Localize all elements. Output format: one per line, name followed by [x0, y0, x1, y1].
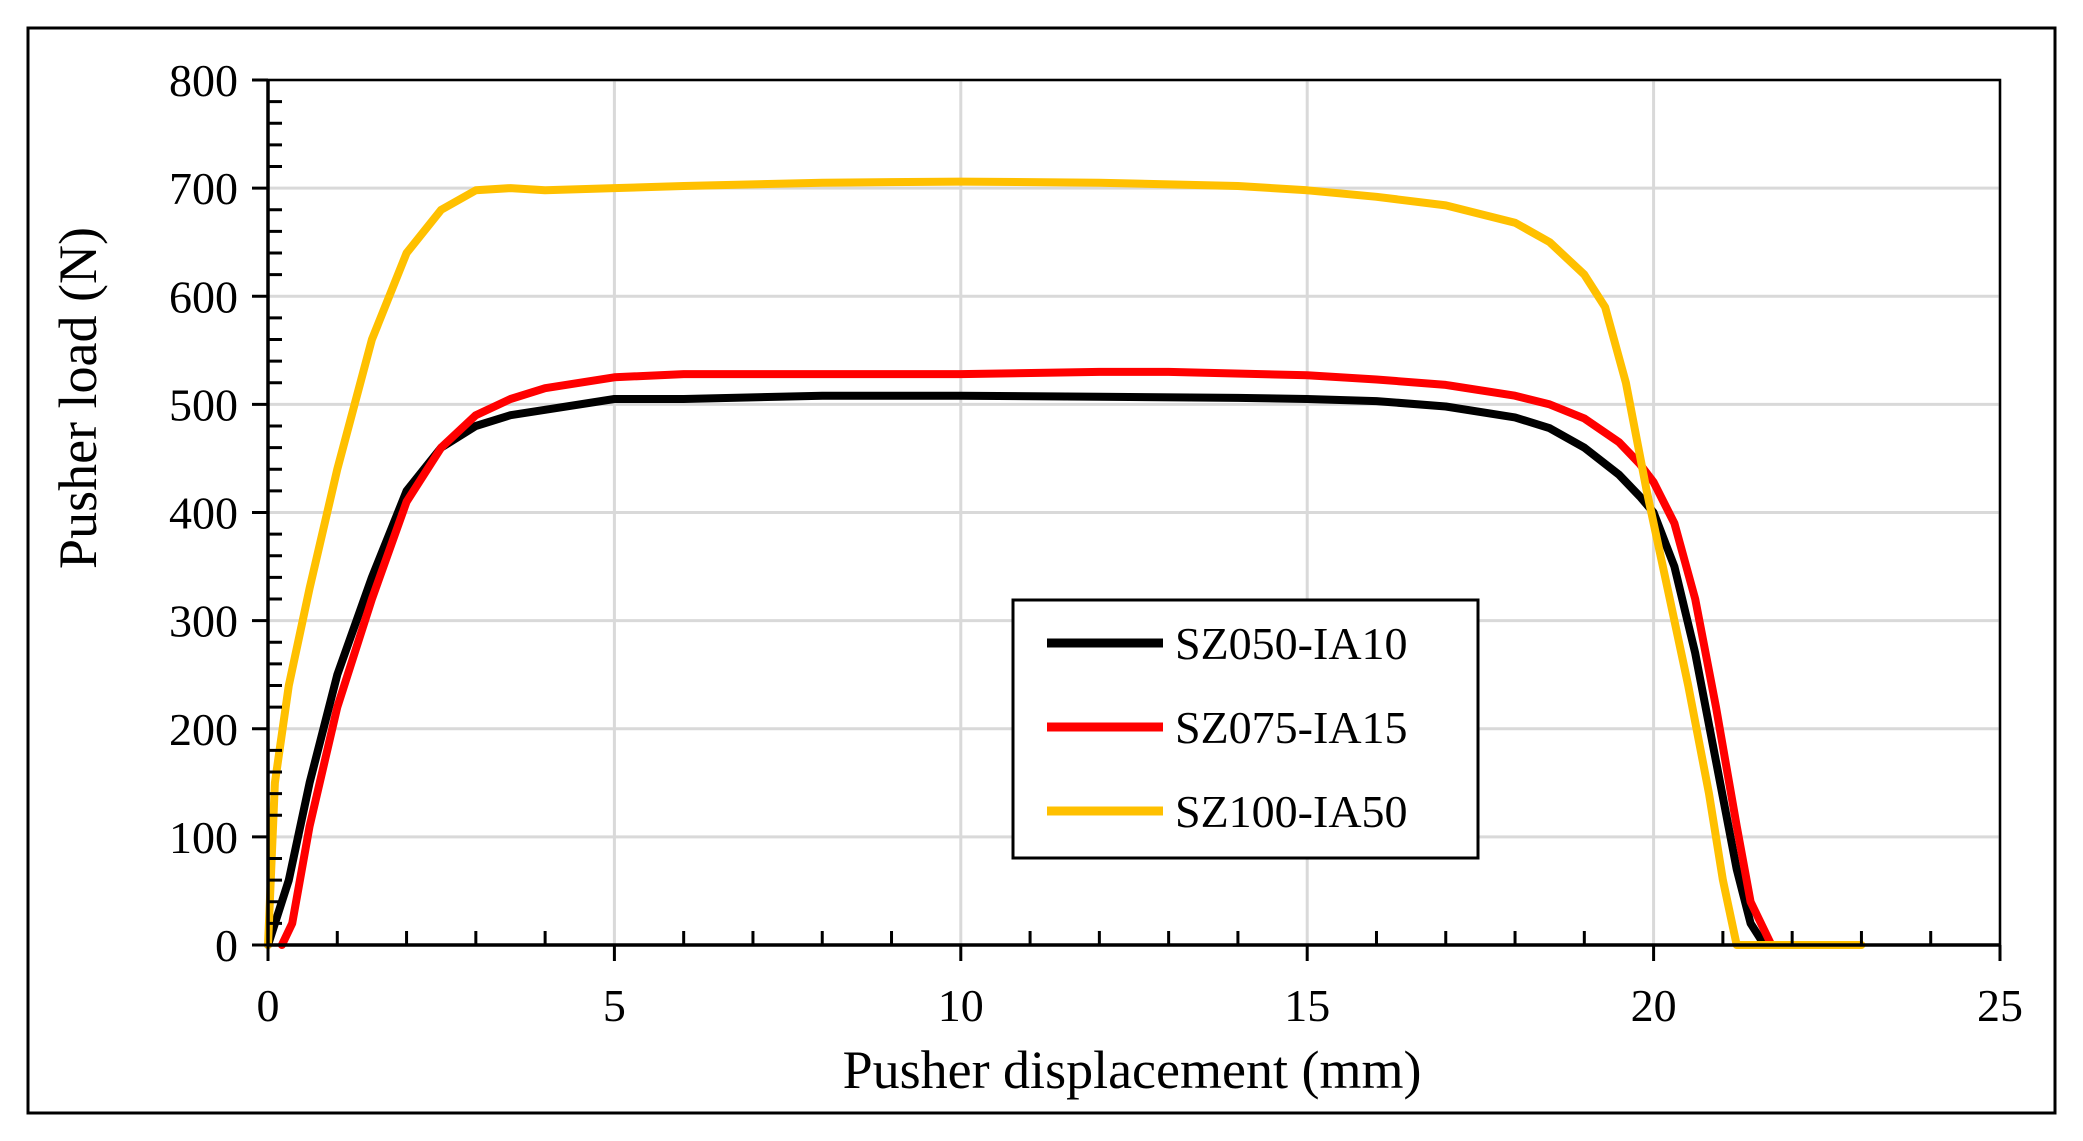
axes-layer: [252, 78, 2002, 961]
x-tick-label-20: 20: [1631, 980, 1677, 1031]
series-line-sz050-ia10: [264, 391, 1769, 949]
x-axis-title: Pusher displacement (mm): [843, 1040, 1422, 1100]
legend-item-sz075-ia15: SZ075-IA15: [1047, 702, 1408, 753]
y-tick-label-200: 200: [169, 704, 238, 755]
y-tick-label-500: 500: [169, 379, 238, 430]
series-layer: [264, 177, 1866, 949]
y-tick-label-600: 600: [169, 271, 238, 322]
legend: SZ050-IA10 SZ075-IA15 SZ100-IA50: [1011, 598, 1480, 860]
y-tick-label-100: 100: [169, 812, 238, 863]
x-tick-label-10: 10: [938, 980, 984, 1031]
legend-label-sz075-ia15: SZ075-IA15: [1175, 702, 1408, 753]
x-tick-label-5: 5: [603, 980, 626, 1031]
x-tick-label-15: 15: [1284, 980, 1330, 1031]
x-tick-label-0: 0: [257, 980, 280, 1031]
y-tick-label-0: 0: [215, 920, 238, 971]
legend-label-sz100-ia50: SZ100-IA50: [1175, 786, 1408, 837]
outer-frame: [26, 26, 2057, 1115]
series-line-sz100-ia50: [264, 177, 1866, 949]
y-axis-title: Pusher load (N): [48, 227, 108, 569]
y-tick-label-300: 300: [169, 596, 238, 647]
series-line-sz075-ia15: [277, 367, 1776, 949]
legend-item-sz100-ia50: SZ100-IA50: [1047, 786, 1408, 837]
legend-label-sz050-ia10: SZ050-IA10: [1175, 618, 1408, 669]
y-tick-label-800: 800: [169, 55, 238, 106]
x-tick-label-25: 25: [1977, 980, 2023, 1031]
y-tick-label-700: 700: [169, 163, 238, 214]
legend-item-sz050-ia10: SZ050-IA10: [1047, 618, 1408, 669]
y-tick-label-400: 400: [169, 488, 238, 539]
labels-layer: 0 5 10 15 20 25 0 100 200 300 400 500 600 700 800: [169, 55, 2023, 1031]
